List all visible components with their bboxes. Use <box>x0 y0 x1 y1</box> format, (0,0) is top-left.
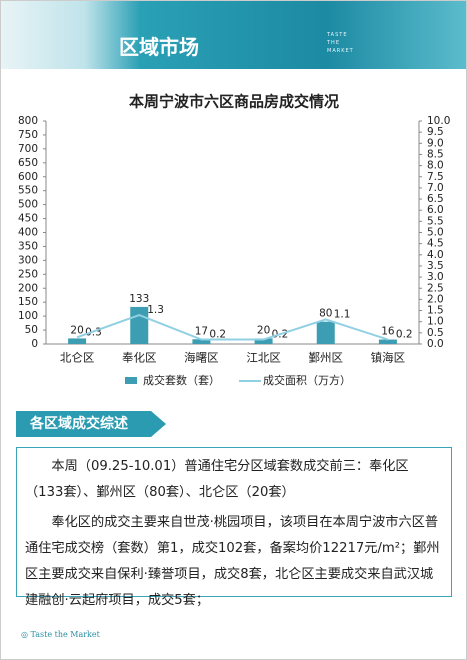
bar <box>378 339 397 344</box>
paragraph: 本周（09.25-10.01）普通住宅分区域套数成交前三：奉化区（133套）、鄞… <box>25 459 409 500</box>
y-tick-label: 100 <box>18 310 38 322</box>
y-tick-label: 50 <box>25 324 38 336</box>
banner-subtitle: TASTE THE MARKET <box>327 31 354 55</box>
y2-tick-label: 9.5 <box>427 126 444 138</box>
y2-tick-label: 4.0 <box>427 249 444 261</box>
x-tick-label: 海曙区 <box>184 351 219 365</box>
legend-label: 成交面积（万方） <box>263 373 351 387</box>
y2-tick-label: 10.0 <box>427 115 450 127</box>
y2-tick-label: 9.0 <box>427 137 444 149</box>
x-tick-label: 鄞州区 <box>309 351 344 365</box>
banner: 区域市场 TASTE THE MARKET <box>1 1 466 69</box>
data-label: 16 <box>381 326 395 338</box>
chart-title: 本周宁波市六区商品房成交情况 <box>129 93 339 111</box>
data-label: 17 <box>195 325 208 337</box>
line <box>76 313 389 341</box>
footer-text: Taste the Market <box>30 630 100 639</box>
subtitle-line: TASTE <box>327 32 348 38</box>
y-tick-label: 450 <box>18 213 38 225</box>
y-tick-label: 250 <box>18 268 38 280</box>
section-title: 各区域成交综述 <box>16 411 166 437</box>
y2-tick-label: 0.5 <box>427 327 444 339</box>
y-tick-label: 500 <box>18 199 38 211</box>
y2-tick-label: 1.0 <box>427 316 444 328</box>
y-tick-label: 400 <box>18 227 38 239</box>
legend-label: 成交套数（套） <box>143 373 220 387</box>
y-tick-label: 150 <box>18 296 38 308</box>
y-tick-label: 550 <box>18 185 38 197</box>
y2-tick-label: 6.5 <box>427 193 444 205</box>
y2-tick-label: 1.5 <box>427 305 444 317</box>
bar <box>130 306 149 344</box>
legend-swatch <box>125 377 137 384</box>
y-tick-label: 200 <box>18 282 38 294</box>
y-tick-label: 300 <box>18 254 38 266</box>
y2-tick-label: 8.0 <box>427 160 444 172</box>
data-label: 1.1 <box>334 308 351 320</box>
subtitle-line: THE <box>327 40 340 46</box>
y2-tick-label: 7.0 <box>427 182 444 194</box>
bar <box>316 321 335 344</box>
x-tick-label: 奉化区 <box>122 351 157 365</box>
data-label: 133 <box>129 293 149 305</box>
y2-tick-label: 4.5 <box>427 238 444 250</box>
data-label: 20 <box>70 324 83 336</box>
data-label: 0.2 <box>396 329 413 341</box>
bar <box>192 339 211 344</box>
summary-box: 本周（09.25-10.01）普通住宅分区域套数成交前三：奉化区（133套）、鄞… <box>16 447 452 608</box>
y2-tick-label: 3.5 <box>427 260 444 272</box>
y-tick-label: 800 <box>18 115 38 127</box>
y-tick-label: 350 <box>18 240 38 252</box>
y2-tick-label: 7.5 <box>427 171 444 183</box>
y-tick-label: 750 <box>18 129 38 141</box>
subtitle-line: MARKET <box>327 48 354 54</box>
y2-tick-label: 8.5 <box>427 148 444 160</box>
data-label: 0.2 <box>209 329 226 341</box>
y2-tick-label: 3.0 <box>427 271 444 283</box>
paragraph: 奉化区的成交主要来自世茂·桃园项目，该项目在本周宁波市六区普通住宅成交榜（套数）… <box>25 515 440 608</box>
bar <box>68 338 87 344</box>
y2-tick-label: 2.0 <box>427 293 444 305</box>
footer: ◎ Taste the Market <box>21 630 100 639</box>
y-tick-label: 600 <box>18 171 38 183</box>
bar <box>254 338 273 344</box>
banner-title: 区域市场 <box>119 35 199 59</box>
data-label: 1.3 <box>147 304 164 316</box>
x-tick-label: 北仑区 <box>60 351 95 365</box>
data-label: 20 <box>257 324 270 336</box>
y-tick-label: 700 <box>18 143 38 155</box>
y2-tick-label: 5.5 <box>427 215 444 227</box>
x-tick-label: 镇海区 <box>371 351 406 365</box>
data-label: 80 <box>319 308 332 320</box>
y2-tick-label: 5.0 <box>427 227 444 239</box>
y-tick-label: 0 <box>31 338 38 350</box>
y2-tick-label: 2.5 <box>427 282 444 294</box>
y-tick-label: 650 <box>18 157 38 169</box>
y2-tick-label: 0.0 <box>427 338 444 350</box>
y2-tick-label: 6.0 <box>427 204 444 216</box>
x-tick-label: 江北区 <box>246 351 281 365</box>
